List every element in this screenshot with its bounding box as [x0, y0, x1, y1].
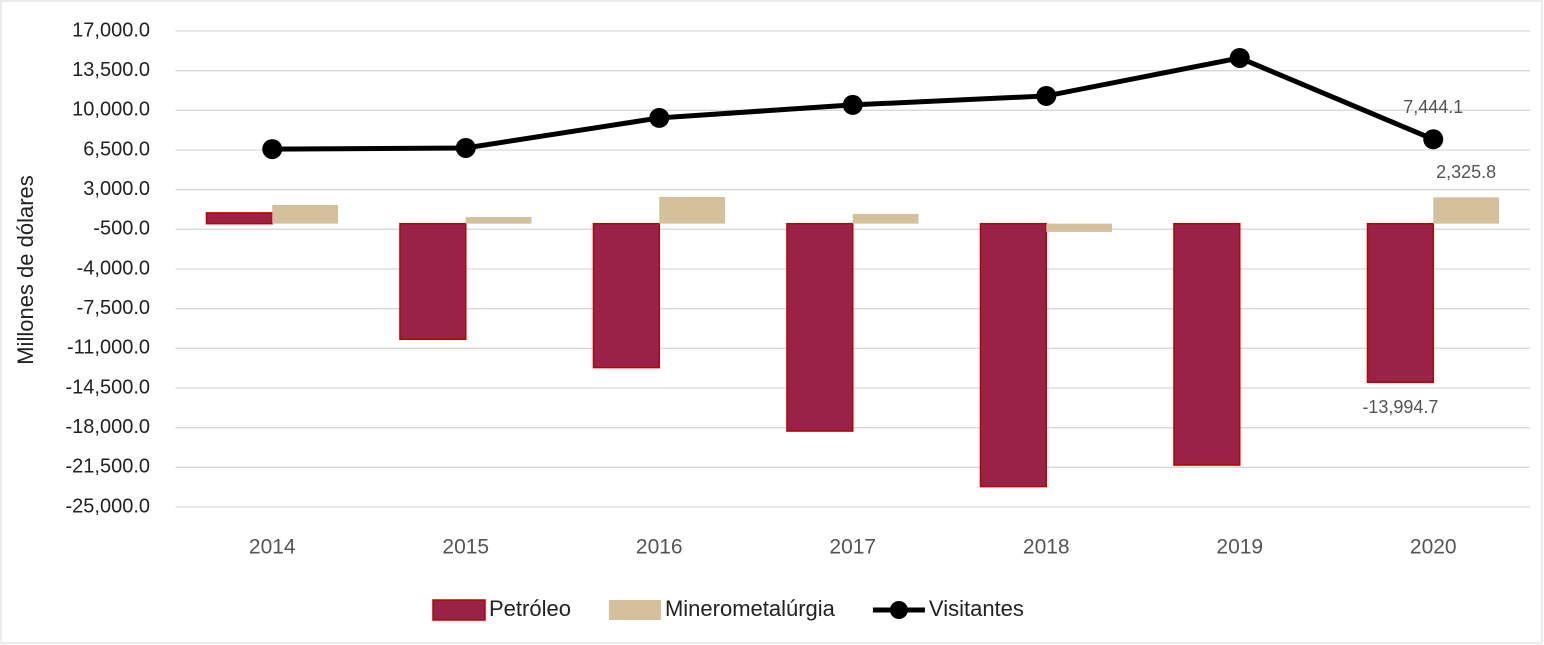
y-tick-label: 13,500.0	[72, 59, 150, 81]
bar	[852, 213, 919, 224]
bar	[465, 216, 532, 224]
y-tick-label: -25,000.0	[65, 495, 150, 517]
y-tick-label: 6,500.0	[83, 138, 150, 160]
y-tick-label: -21,500.0	[65, 456, 150, 478]
bar	[1366, 222, 1434, 384]
data-label: -13,994.7	[1362, 397, 1438, 417]
legend-label: Visitantes	[929, 596, 1024, 621]
bar	[1433, 197, 1500, 224]
x-tick-label: 2017	[829, 536, 876, 559]
y-tick-label: 17,000.0	[72, 19, 150, 41]
y-tick-label: 3,000.0	[83, 178, 150, 200]
marker	[1229, 47, 1250, 68]
data-label: 2,325.8	[1436, 162, 1496, 182]
bar	[786, 222, 854, 432]
bar	[399, 222, 467, 341]
legend-swatch	[432, 599, 486, 621]
x-tick-label: 2020	[1410, 536, 1457, 559]
legend-swatch	[608, 600, 661, 620]
legend-swatch	[889, 601, 908, 619]
bar	[979, 222, 1048, 488]
bar	[272, 204, 339, 224]
y-tick-label: -7,500.0	[77, 297, 150, 319]
x-tick-label: 2015	[442, 536, 489, 559]
marker	[455, 137, 476, 158]
bar	[1046, 223, 1113, 232]
y-tick-label: -11,000.0	[67, 337, 150, 359]
bar	[205, 212, 274, 225]
legend-label: Minerometalúrgia	[665, 596, 836, 621]
marker	[842, 94, 863, 115]
marker	[262, 139, 283, 160]
marker	[1423, 129, 1444, 150]
y-tick-label: -4,000.0	[77, 257, 150, 279]
legend-label: Petróleo	[489, 596, 571, 621]
x-tick-label: 2019	[1216, 536, 1263, 559]
y-tick-label: -14,500.0	[65, 376, 150, 398]
bar	[659, 196, 726, 224]
x-tick-label: 2018	[1023, 536, 1070, 559]
y-tick-label: -500.0	[93, 218, 150, 240]
data-label: 7,444.1	[1403, 97, 1463, 117]
y-tick-label: -18,000.0	[65, 416, 150, 438]
marker	[649, 107, 670, 128]
y-axis-label: Millones de dólares	[13, 175, 38, 365]
marker	[1036, 85, 1057, 106]
y-tick-label: 10,000.0	[72, 99, 150, 121]
bar	[592, 222, 661, 369]
x-tick-label: 2016	[636, 536, 683, 559]
bar	[1173, 222, 1241, 466]
x-tick-label: 2014	[249, 536, 296, 559]
